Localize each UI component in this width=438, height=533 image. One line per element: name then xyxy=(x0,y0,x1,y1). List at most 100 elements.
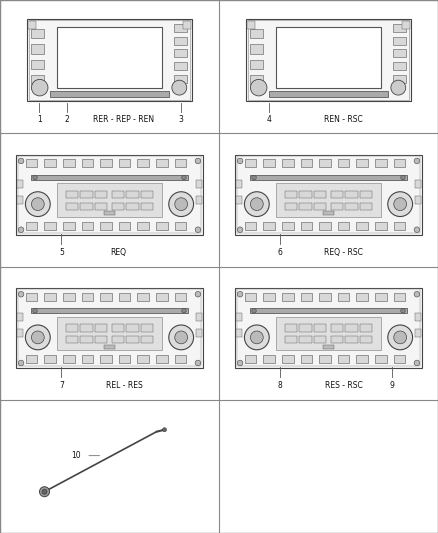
Bar xyxy=(357,355,368,363)
Bar xyxy=(29,20,190,100)
Bar xyxy=(276,27,381,88)
Circle shape xyxy=(18,158,24,164)
Bar xyxy=(18,313,23,321)
Bar xyxy=(156,355,168,363)
Bar xyxy=(66,191,78,198)
Bar xyxy=(299,191,312,198)
Text: REL - RES: REL - RES xyxy=(106,381,143,390)
Bar xyxy=(63,355,74,363)
Bar xyxy=(237,180,242,188)
Bar xyxy=(80,191,93,198)
Bar xyxy=(345,191,358,198)
Bar xyxy=(175,159,186,167)
Circle shape xyxy=(237,227,243,232)
Circle shape xyxy=(391,80,406,95)
Bar xyxy=(285,191,297,198)
Bar xyxy=(319,222,331,230)
Bar xyxy=(237,289,420,366)
Bar xyxy=(81,222,93,230)
Bar xyxy=(345,336,358,343)
Bar xyxy=(237,156,420,233)
Bar xyxy=(112,203,124,210)
Bar xyxy=(282,159,293,167)
Bar xyxy=(18,196,23,204)
Bar xyxy=(196,196,201,204)
Bar xyxy=(338,159,350,167)
Bar xyxy=(32,29,44,38)
Circle shape xyxy=(172,80,187,95)
Bar xyxy=(63,222,74,230)
Bar xyxy=(174,75,187,83)
Text: 9: 9 xyxy=(389,381,395,390)
Circle shape xyxy=(251,79,267,96)
Text: 6: 6 xyxy=(278,248,283,257)
Circle shape xyxy=(252,175,256,180)
Bar xyxy=(299,336,312,343)
Bar xyxy=(415,313,420,321)
Bar xyxy=(119,159,131,167)
Bar xyxy=(95,203,107,210)
Bar xyxy=(174,37,187,45)
Bar xyxy=(338,355,350,363)
Circle shape xyxy=(401,175,405,180)
Bar xyxy=(263,222,275,230)
Circle shape xyxy=(414,227,420,232)
Bar xyxy=(141,203,153,210)
Bar xyxy=(66,336,78,343)
Bar xyxy=(276,317,381,350)
Bar xyxy=(57,317,162,350)
Circle shape xyxy=(32,198,44,211)
Bar xyxy=(27,19,192,101)
Bar xyxy=(263,293,275,301)
Circle shape xyxy=(182,309,186,313)
Circle shape xyxy=(394,198,406,211)
Bar xyxy=(32,60,44,69)
Circle shape xyxy=(18,227,24,232)
Bar xyxy=(57,27,162,88)
Text: 4: 4 xyxy=(267,115,272,124)
Bar xyxy=(81,355,93,363)
Bar xyxy=(126,336,139,343)
Bar xyxy=(248,20,409,100)
Bar xyxy=(141,324,153,332)
Bar xyxy=(112,191,124,198)
Bar xyxy=(138,355,149,363)
Bar xyxy=(357,222,368,230)
Circle shape xyxy=(244,325,269,350)
Bar xyxy=(269,91,388,97)
Circle shape xyxy=(388,325,413,350)
Bar xyxy=(18,289,201,366)
Bar xyxy=(175,222,186,230)
Bar xyxy=(245,355,256,363)
Bar xyxy=(360,336,372,343)
Bar xyxy=(282,355,293,363)
Bar xyxy=(119,222,131,230)
Bar xyxy=(314,191,326,198)
Bar xyxy=(357,293,368,301)
Bar xyxy=(156,159,168,167)
Bar xyxy=(126,324,139,332)
Bar xyxy=(338,293,350,301)
Circle shape xyxy=(195,360,201,366)
Bar xyxy=(18,156,201,233)
Bar xyxy=(263,355,275,363)
Bar xyxy=(415,196,420,204)
Circle shape xyxy=(25,192,50,216)
Bar xyxy=(394,293,405,301)
Text: 8: 8 xyxy=(278,381,283,390)
Bar xyxy=(314,336,326,343)
Circle shape xyxy=(32,331,44,344)
Bar xyxy=(393,62,406,70)
Circle shape xyxy=(33,309,37,313)
Bar xyxy=(112,324,124,332)
Bar xyxy=(138,159,149,167)
Bar xyxy=(323,211,334,215)
Circle shape xyxy=(32,79,48,96)
Bar xyxy=(32,44,44,54)
Circle shape xyxy=(195,227,201,232)
Bar xyxy=(246,19,411,101)
Bar xyxy=(80,336,93,343)
Bar xyxy=(393,50,406,58)
Bar xyxy=(237,196,242,204)
Bar xyxy=(196,180,201,188)
